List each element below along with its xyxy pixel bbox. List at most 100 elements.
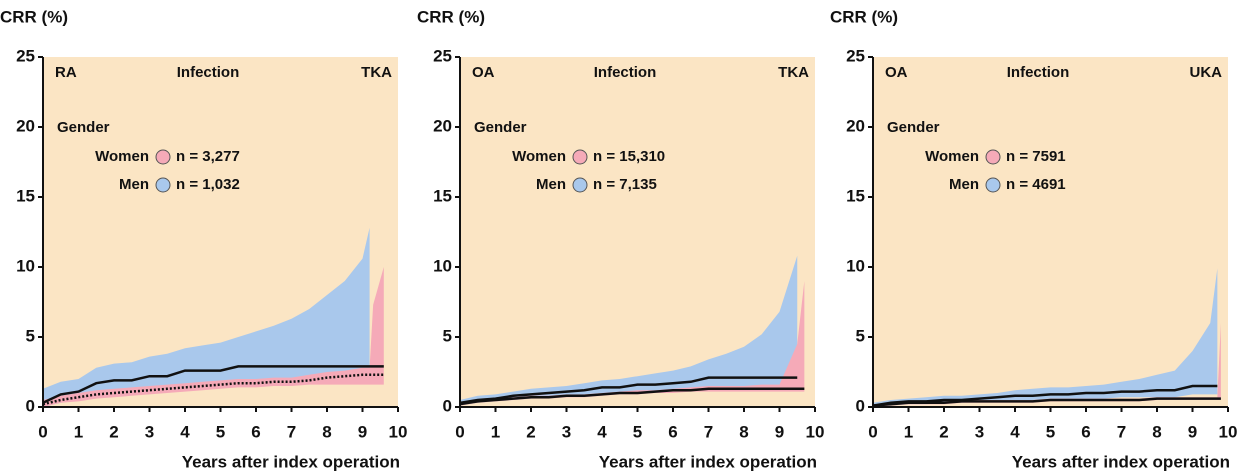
legend-swatch [985,177,1001,193]
legend-swatch [572,149,588,165]
x-tick-label: 8 [739,422,748,441]
legend-title: Gender [474,119,527,136]
cumulative-line [872,384,1218,407]
legend-count: n = 4691 [1006,176,1066,193]
y-tick-label: 10 [846,256,865,275]
y-tick-label: 15 [16,186,35,205]
x-tick-label: 7 [287,422,296,441]
x-tick-label: 5 [216,422,225,441]
legend-label: Women [512,148,566,165]
x-tick-label: 9 [358,422,367,441]
x-tick-label: 9 [775,422,784,441]
y-axis-label: CRR (%) [830,7,898,26]
x-tick-label: 0 [38,422,47,441]
plot-background [873,57,1228,407]
y-tick-label: 0 [856,396,865,415]
y-tick-label: 10 [433,256,452,275]
outcome-label: Infection [594,64,657,81]
y-tick-label: 15 [846,186,865,205]
y-tick-label: 5 [443,326,452,345]
y-tick-label: 20 [433,116,452,135]
x-tick-label: 6 [668,422,677,441]
y-tick-label: 15 [433,186,452,205]
x-tick-label: 3 [562,422,571,441]
y-tick-label: 20 [16,116,35,135]
cumulative-line [42,373,384,406]
disease-label: OA [472,64,495,81]
x-tick-label: 8 [322,422,331,441]
cumulative-line [872,397,1221,407]
disease-label: OA [885,64,908,81]
x-tick-label: 5 [633,422,642,441]
x-tick-label: 3 [975,422,984,441]
x-tick-label: 2 [939,422,948,441]
legend-label: Women [95,148,149,165]
y-tick-label: 5 [26,326,35,345]
legend-swatch [155,177,171,193]
legend-count: n = 15,310 [593,148,665,165]
x-tick-label: 4 [1010,422,1020,441]
outcome-label: Infection [177,64,240,81]
cumulative-line [459,376,798,405]
x-tick-label: 10 [1219,422,1238,441]
cumulative-line [42,365,384,404]
y-tick-label: 25 [16,46,35,65]
legend-swatch [155,149,171,165]
x-tick-label: 5 [1046,422,1055,441]
legend-title: Gender [57,119,110,136]
legend-title: Gender [887,119,940,136]
y-tick-label: 25 [433,46,452,65]
x-tick-label: 7 [1117,422,1126,441]
legend-count: n = 3,277 [176,148,240,165]
x-tick-label: 1 [491,422,500,441]
legend-label: Women [925,148,979,165]
panel: 0 5 10 15 20 25 0 1 2 3 4 5 6 7 8 9 10 CRR (%) Years after… [830,7,1237,471]
y-tick-label: 0 [443,396,452,415]
implant-label: UKA [1190,64,1223,81]
x-tick-label: 0 [455,422,464,441]
x-tick-label: 6 [251,422,260,441]
y-axis-label: CRR (%) [0,7,68,26]
legend-count: n = 7,135 [593,176,657,193]
x-tick-label: 7 [704,422,713,441]
x-tick-label: 8 [1152,422,1161,441]
legend-label: Men [119,176,149,193]
confidence-band [460,255,798,406]
x-tick-label: 1 [904,422,913,441]
x-tick-label: 2 [109,422,118,441]
x-axis-label: Years after index operation [1012,452,1230,471]
implant-label: TKA [778,64,809,81]
legend-count: n = 7591 [1006,148,1066,165]
legend-swatch [985,149,1001,165]
y-tick-label: 25 [846,46,865,65]
y-tick-label: 5 [856,326,865,345]
x-tick-label: 0 [868,422,877,441]
legend-label: Men [536,176,566,193]
x-tick-label: 10 [806,422,825,441]
panel: 0 5 10 15 20 25 0 1 2 3 4 5 6 7 8 9 10 CRR (%) Years after… [0,7,407,471]
confidence-band [43,227,370,407]
y-tick-label: 10 [16,256,35,275]
outcome-label: Infection [1007,64,1070,81]
x-tick-label: 4 [180,422,190,441]
disease-label: RA [55,64,77,81]
legend-swatch [572,177,588,193]
panel: 0 5 10 15 20 25 0 1 2 3 4 5 6 7 8 9 10 CRR (%) Years after… [417,7,824,471]
x-tick-label: 6 [1081,422,1090,441]
legend-count: n = 1,032 [176,176,240,193]
x-tick-label: 1 [74,422,83,441]
x-tick-label: 3 [145,422,154,441]
x-tick-label: 4 [597,422,607,441]
implant-label: TKA [361,64,392,81]
x-tick-label: 9 [1188,422,1197,441]
x-tick-label: 10 [389,422,408,441]
x-tick-label: 2 [526,422,535,441]
confidence-band [873,268,1218,407]
y-axis-label: CRR (%) [417,7,485,26]
x-axis-label: Years after index operation [599,452,817,471]
y-tick-label: 20 [846,116,865,135]
x-axis-label: Years after index operation [182,452,400,471]
cumulative-line [459,387,805,406]
